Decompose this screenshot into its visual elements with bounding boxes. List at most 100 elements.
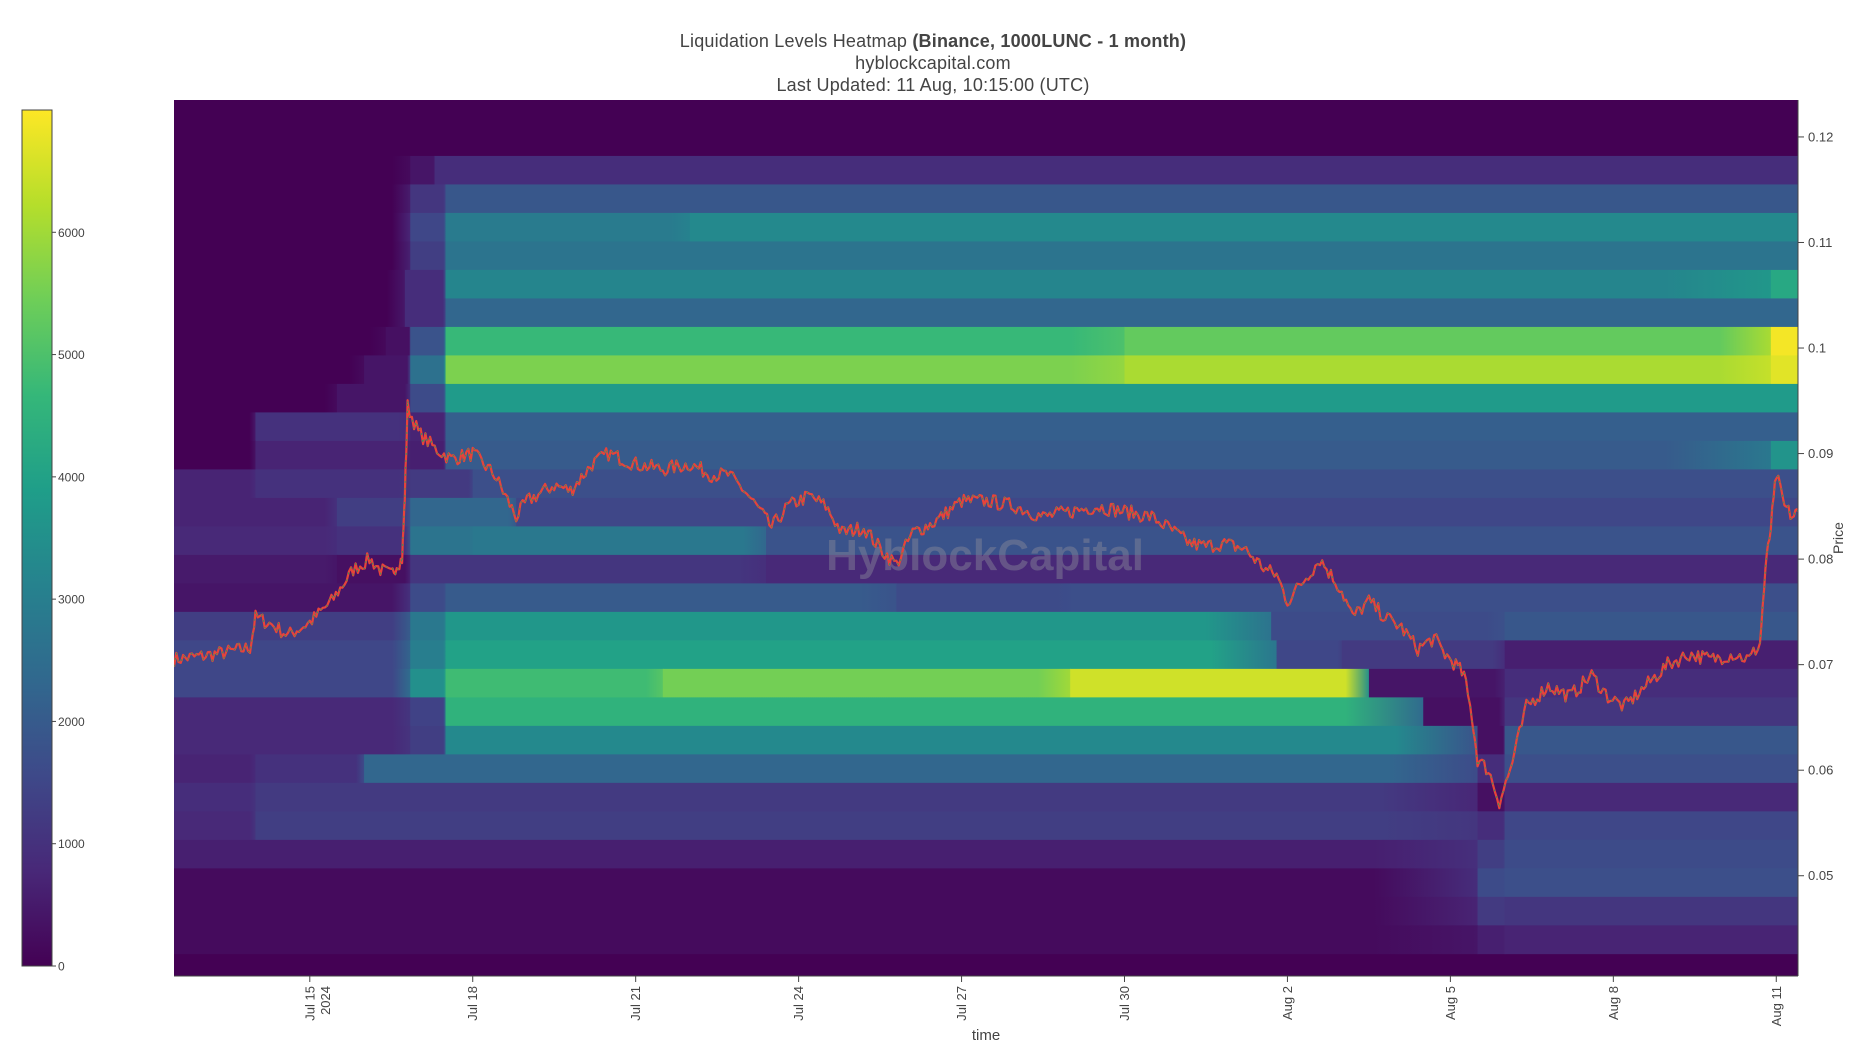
heatmap-cell [174,754,257,784]
heatmap-cell [255,811,1479,841]
heatmap-cell [174,469,257,499]
heatmap-cell [1477,868,1506,898]
heatmap-cell [174,184,411,214]
heatmap-cell [472,526,767,556]
heatmap-cell [1124,326,1772,356]
heatmap-cell [174,526,338,556]
colorbar-tick-label: 0 [58,960,65,974]
heatmap-cell [1070,583,1798,613]
heatmap-cell [445,640,1278,670]
heatmap-cell [410,526,474,556]
colorbar-gradient [21,109,53,967]
heatmap-cell [766,554,1798,584]
heatmap-cell [1124,355,1772,385]
heatmap-cell [662,668,1071,698]
heatmap-cell [445,611,1272,641]
heatmap-cell [364,754,1479,784]
heatmap-cell [410,554,767,584]
heatmap-cell [255,440,411,470]
chart-title-main: Liquidation Levels Heatmap [679,31,908,51]
heatmap-cell [1477,925,1506,955]
heatmap-cell [1477,811,1506,841]
x-axis-label: time [972,1027,1000,1044]
chart-title-bold: (Binance, 1000LUNC - 1 month) [912,31,1187,51]
heatmap-cell [174,355,365,385]
heatmap-cell [174,896,1479,926]
heatmap-cell [445,697,1424,727]
y-tick-label: 0.09 [1808,446,1833,461]
heatmap-cell [410,583,447,613]
heatmap-cell [1477,839,1506,869]
heatmap-cell [1504,725,1798,755]
heatmap-cell [445,412,1798,442]
heatmap-cell [174,326,387,356]
heatmap-cell [174,269,406,299]
heatmap-cell [1770,269,1798,299]
heatmap-cell [174,725,411,755]
heatmap-cell [1504,868,1798,898]
heatmap-cell [410,241,447,271]
heatmap-cell [689,212,1798,242]
heatmap-cell [174,412,257,442]
x-tick-label: Aug 2 [1280,986,1295,1020]
heatmap-cell [174,697,411,727]
heatmap-cell [410,668,447,698]
colorbar-tick-label: 3000 [58,593,85,607]
y-tick-label: 0.07 [1808,657,1833,672]
colorbar-tick-label: 2000 [58,715,85,729]
heatmap-cell [445,440,1772,470]
heatmap-cell [174,782,257,812]
heatmap-cell [445,298,1798,328]
heatmap-cell [1504,782,1798,812]
x-tick-label: Jul 15 [302,986,317,1021]
last-updated: Last Updated: 11 Aug, 10:15:00 (UTC) [776,75,1090,95]
heatmap-cell [1368,668,1506,698]
heatmap-cell [174,925,1479,955]
colorbar-tick-label: 6000 [58,226,85,240]
x-tick-label: Aug 11 [1769,986,1784,1026]
heatmap-cell [445,184,1798,214]
heatmap-cell [410,212,447,242]
y-tick-label: 0.08 [1808,552,1833,567]
heatmap-cell [1504,811,1798,841]
x-tick-label: Jul 30 [1117,986,1132,1021]
heatmap-cell [445,583,897,613]
heatmap-cell [1271,611,1506,641]
heatmap-cell [336,383,411,413]
heatmap-cell [445,725,1479,755]
heatmap-cell [1477,725,1506,755]
y-tick-label: 0.12 [1808,129,1833,144]
heatmap-cell [1070,668,1370,698]
x-tick-label: Aug 8 [1606,986,1621,1020]
heatmap-cell [410,184,447,214]
heatmap-cell [174,611,411,641]
y-tick-label: 0.05 [1808,868,1833,883]
heatmap-cell [1477,896,1506,926]
heatmap-cell [174,583,411,613]
heatmap-cell [1770,355,1798,385]
heatmap-cell [1423,697,1506,727]
y-tick-label: 0.11 [1808,235,1832,250]
chart-subtitle: hyblockcapital.com [855,53,1011,73]
chart-titles: Liquidation Levels Heatmap (Binance, 100… [0,30,1866,96]
heatmap-cell [385,326,411,356]
heatmap-cell [410,725,447,755]
heatmap-cell [1504,754,1798,784]
heatmap-cell [1504,697,1798,727]
heatmap-cell [174,497,338,527]
x-tick-label: Aug 5 [1443,986,1458,1020]
heatmap-cell [174,212,411,242]
heatmap-cell [410,383,447,413]
heatmap-cell [174,554,338,584]
heatmap-cell [410,412,447,442]
heatmap-cell [174,640,411,670]
heatmap-cell [174,839,1479,869]
heatmap-cell [1504,925,1798,955]
heatmap-cell [255,469,411,499]
heatmap-cell [410,155,436,185]
heatmap-cell [1504,611,1798,641]
heatmap-cell [445,383,1798,413]
colorbar-tick-label: 4000 [58,470,85,484]
